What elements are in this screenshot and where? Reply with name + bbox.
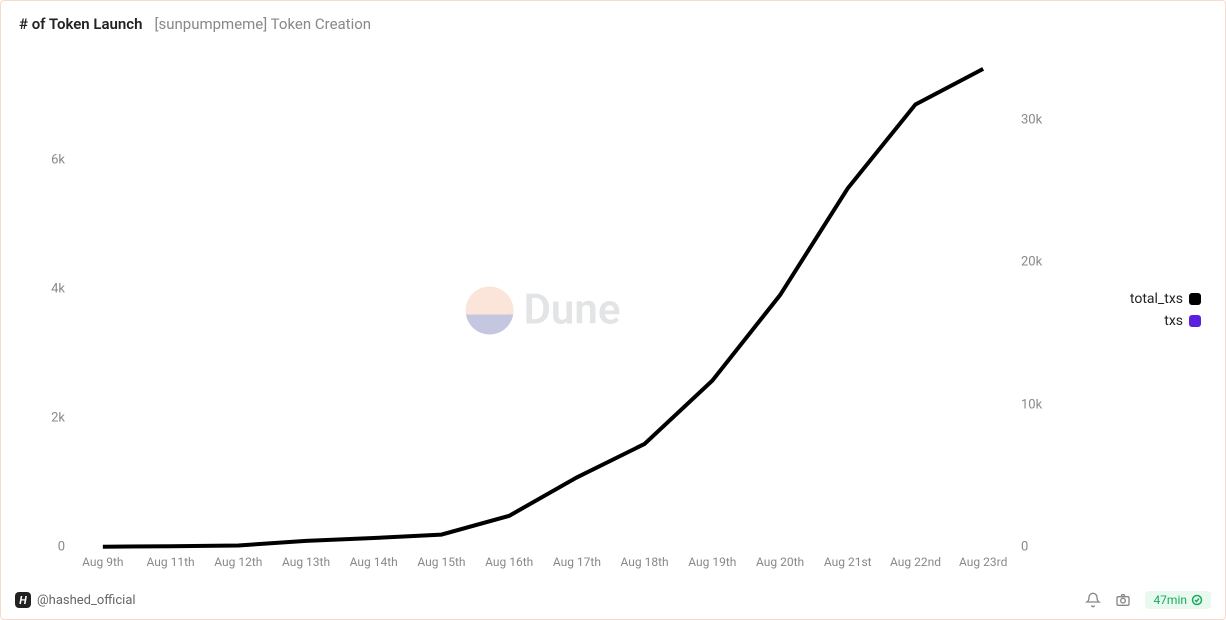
screenshot-icon[interactable] <box>1115 592 1131 608</box>
author-badge-icon: H <box>15 592 31 608</box>
legend-item-txs[interactable]: txs <box>1164 313 1201 329</box>
x-tick: Aug 13th <box>272 555 340 569</box>
y-left-tick: 0 <box>58 540 65 555</box>
x-tick: Aug 23rd <box>949 555 1017 569</box>
legend-label: total_txs <box>1130 291 1183 307</box>
y-right-tick: 30k <box>1021 112 1042 127</box>
x-tick: Aug 22nd <box>882 555 950 569</box>
line-layer <box>69 63 1017 547</box>
card-subtitle: [sunpumpmeme] Token Creation <box>155 15 372 33</box>
footer-actions: 47min <box>1085 591 1211 609</box>
x-tick: Aug 9th <box>69 555 137 569</box>
x-tick: Aug 16th <box>475 555 543 569</box>
x-tick: Aug 19th <box>678 555 746 569</box>
x-tick: Aug 20th <box>746 555 814 569</box>
legend-item-total-txs[interactable]: total_txs <box>1130 291 1201 307</box>
y-right-tick: 20k <box>1021 255 1042 270</box>
y-right-tick: 10k <box>1021 397 1042 412</box>
check-icon <box>1191 594 1203 606</box>
x-tick: Aug 21st <box>814 555 882 569</box>
materialize-icon[interactable] <box>1085 592 1101 608</box>
legend-swatch-total-txs <box>1189 293 1201 305</box>
legend-label: txs <box>1164 313 1183 329</box>
age-label: 47min <box>1153 593 1187 607</box>
footer-author[interactable]: H @hashed_official <box>15 592 136 608</box>
x-tick: Aug 14th <box>340 555 408 569</box>
legend-swatch-txs <box>1189 315 1201 327</box>
y-right-tick: 0 <box>1021 540 1028 555</box>
card-header: # of Token Launch [sunpumpmeme] Token Cr… <box>1 1 1225 33</box>
chart-area: Dune Aug 9thAug 11thAug 12thAug 13thAug … <box>19 43 1207 577</box>
plot-region: Aug 9thAug 11thAug 12thAug 13thAug 14thA… <box>69 63 1017 547</box>
y-axis-left: 02k4k6k <box>25 63 65 547</box>
x-axis: Aug 9thAug 11thAug 12thAug 13thAug 14thA… <box>69 555 1017 569</box>
y-axis-right: 010k20k30k <box>1021 63 1065 547</box>
x-tick: Aug 17th <box>543 555 611 569</box>
x-tick: Aug 18th <box>611 555 679 569</box>
age-pill[interactable]: 47min <box>1145 591 1211 609</box>
y-left-tick: 4k <box>51 281 65 296</box>
chart-card: # of Token Launch [sunpumpmeme] Token Cr… <box>0 0 1226 620</box>
x-tick: Aug 15th <box>408 555 476 569</box>
author-handle: @hashed_official <box>37 593 136 608</box>
y-left-tick: 6k <box>51 152 65 167</box>
legend: total_txs txs <box>1067 43 1207 577</box>
y-left-tick: 2k <box>51 410 65 425</box>
card-title: # of Token Launch <box>19 15 143 33</box>
x-tick: Aug 12th <box>204 555 272 569</box>
card-footer: H @hashed_official 47min <box>15 591 1211 609</box>
x-tick: Aug 11th <box>137 555 205 569</box>
plot-column: Dune Aug 9thAug 11thAug 12thAug 13thAug … <box>19 43 1067 577</box>
